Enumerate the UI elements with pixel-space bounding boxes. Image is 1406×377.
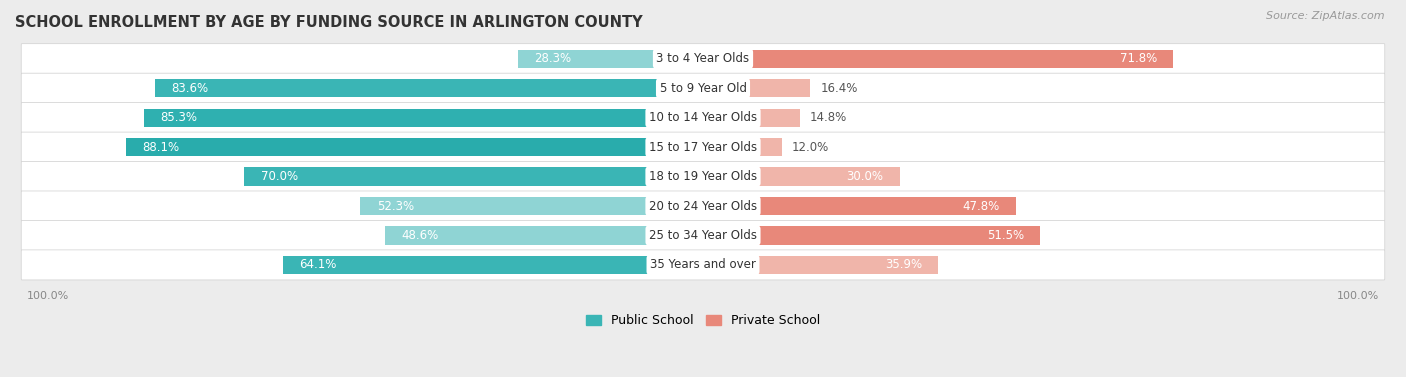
FancyBboxPatch shape [21, 221, 1385, 250]
Text: 70.0%: 70.0% [260, 170, 298, 183]
Bar [703, 197, 1017, 215]
Text: 30.0%: 30.0% [846, 170, 883, 183]
Text: 35 Years and over: 35 Years and over [650, 258, 756, 271]
Text: 35.9%: 35.9% [884, 258, 922, 271]
Text: 15 to 17 Year Olds: 15 to 17 Year Olds [650, 141, 756, 153]
Bar [703, 138, 782, 156]
FancyBboxPatch shape [21, 132, 1385, 162]
Text: 28.3%: 28.3% [534, 52, 571, 65]
Text: 3 to 4 Year Olds: 3 to 4 Year Olds [657, 52, 749, 65]
Text: 5 to 9 Year Old: 5 to 9 Year Old [659, 82, 747, 95]
Text: 88.1%: 88.1% [142, 141, 179, 153]
Text: SCHOOL ENROLLMENT BY AGE BY FUNDING SOURCE IN ARLINGTON COUNTY: SCHOOL ENROLLMENT BY AGE BY FUNDING SOUR… [15, 15, 643, 30]
Text: 25 to 34 Year Olds: 25 to 34 Year Olds [650, 229, 756, 242]
Text: 16.4%: 16.4% [820, 82, 858, 95]
Text: 47.8%: 47.8% [963, 199, 1000, 213]
Text: 85.3%: 85.3% [160, 111, 197, 124]
Text: 83.6%: 83.6% [172, 82, 208, 95]
Bar [143, 109, 703, 127]
Bar [155, 79, 703, 97]
Bar [703, 256, 938, 274]
FancyBboxPatch shape [21, 250, 1385, 280]
Text: 52.3%: 52.3% [377, 199, 413, 213]
Text: 12.0%: 12.0% [792, 141, 828, 153]
Text: 14.8%: 14.8% [810, 111, 846, 124]
Text: 48.6%: 48.6% [401, 229, 439, 242]
Text: Source: ZipAtlas.com: Source: ZipAtlas.com [1267, 11, 1385, 21]
FancyBboxPatch shape [21, 73, 1385, 103]
Bar [703, 109, 800, 127]
Text: 10 to 14 Year Olds: 10 to 14 Year Olds [650, 111, 756, 124]
Legend: Public School, Private School: Public School, Private School [579, 308, 827, 334]
Text: 20 to 24 Year Olds: 20 to 24 Year Olds [650, 199, 756, 213]
FancyBboxPatch shape [21, 161, 1385, 192]
Text: 64.1%: 64.1% [299, 258, 337, 271]
Bar [703, 50, 1174, 68]
FancyBboxPatch shape [21, 191, 1385, 221]
Text: 71.8%: 71.8% [1119, 52, 1157, 65]
Text: 18 to 19 Year Olds: 18 to 19 Year Olds [650, 170, 756, 183]
Bar [703, 167, 900, 186]
Bar [360, 197, 703, 215]
Bar [125, 138, 703, 156]
Bar [385, 226, 703, 245]
FancyBboxPatch shape [21, 103, 1385, 133]
Bar [703, 79, 810, 97]
Text: 51.5%: 51.5% [987, 229, 1024, 242]
Bar [517, 50, 703, 68]
Bar [283, 256, 703, 274]
Bar [245, 167, 703, 186]
Bar [703, 226, 1040, 245]
FancyBboxPatch shape [21, 44, 1385, 74]
